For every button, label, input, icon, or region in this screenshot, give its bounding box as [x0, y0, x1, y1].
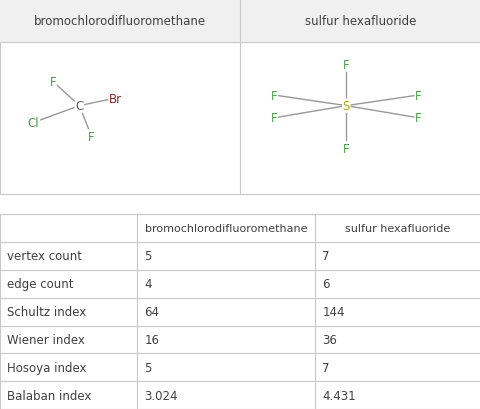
Text: F: F: [49, 76, 56, 89]
Text: 36: 36: [322, 333, 336, 346]
Text: sulfur hexafluoride: sulfur hexafluoride: [304, 15, 416, 28]
Text: bromochlorodifluoromethane: bromochlorodifluoromethane: [144, 224, 307, 234]
Text: F: F: [342, 59, 349, 72]
Text: F: F: [414, 112, 421, 125]
Text: F: F: [270, 112, 277, 125]
Text: 7: 7: [322, 250, 329, 263]
Text: Wiener index: Wiener index: [7, 333, 85, 346]
Text: sulfur hexafluoride: sulfur hexafluoride: [345, 224, 450, 234]
Text: 4: 4: [144, 278, 152, 290]
Text: F: F: [414, 89, 421, 102]
Text: 144: 144: [322, 306, 344, 318]
Text: F: F: [342, 142, 349, 155]
Text: 4.431: 4.431: [322, 389, 355, 402]
Bar: [0, 0, 480, 43]
Text: 5: 5: [144, 250, 151, 263]
Text: Cl: Cl: [28, 117, 39, 130]
Text: 3.024: 3.024: [144, 389, 178, 402]
Text: Balaban index: Balaban index: [7, 389, 91, 402]
Text: edge count: edge count: [7, 278, 73, 290]
Text: Hosoya index: Hosoya index: [7, 361, 86, 374]
Text: C: C: [75, 100, 84, 113]
Text: 16: 16: [144, 333, 159, 346]
Text: 6: 6: [322, 278, 329, 290]
Text: 7: 7: [322, 361, 329, 374]
Text: 5: 5: [144, 361, 151, 374]
Text: F: F: [270, 89, 277, 102]
Text: Br: Br: [108, 92, 122, 105]
Text: F: F: [88, 130, 95, 143]
Text: vertex count: vertex count: [7, 250, 82, 263]
Text: S: S: [342, 100, 349, 113]
Text: bromochlorodifluoromethane: bromochlorodifluoromethane: [34, 15, 206, 28]
Text: Schultz index: Schultz index: [7, 306, 86, 318]
Text: 64: 64: [144, 306, 159, 318]
